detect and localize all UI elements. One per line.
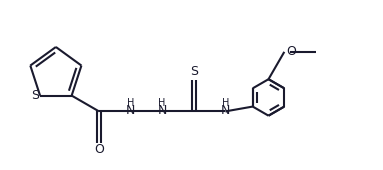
Text: N: N [221,104,230,117]
Text: H: H [222,98,229,108]
Text: H: H [159,98,166,108]
Text: S: S [31,89,39,102]
Text: H: H [127,98,134,108]
Text: S: S [190,65,198,78]
Text: N: N [126,104,135,117]
Text: O: O [94,143,104,156]
Text: O: O [286,45,296,58]
Text: N: N [157,104,167,117]
